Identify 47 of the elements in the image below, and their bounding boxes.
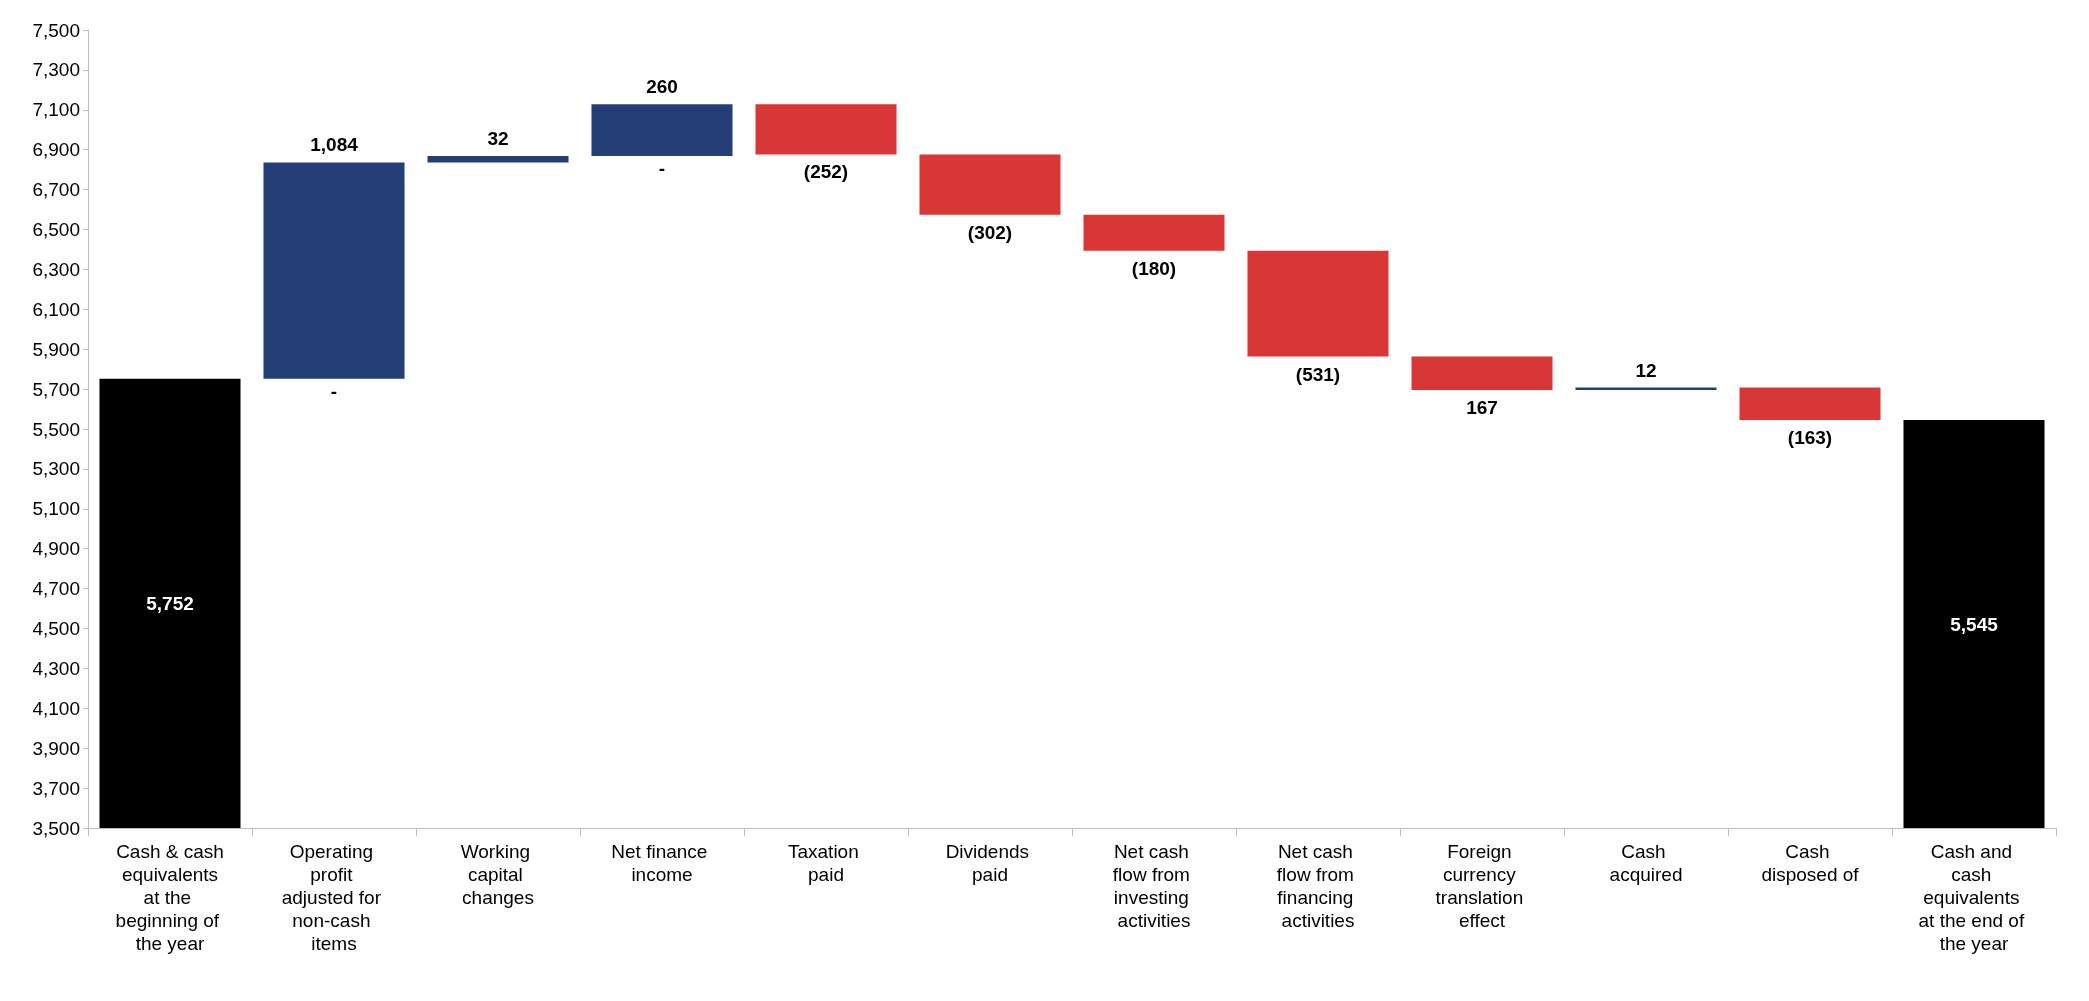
y-tick-label: 5,300 xyxy=(32,458,80,480)
x-tick-label: Operating profit adjusted for non-cash items xyxy=(281,841,387,954)
x-tick-label: Dividends paid xyxy=(945,841,1035,885)
y-tick-label: 6,700 xyxy=(32,179,80,201)
x-tick-label: Taxation paid xyxy=(787,841,865,885)
data-label: 5,752 xyxy=(146,592,194,614)
data-label: 1,084 xyxy=(310,134,359,156)
x-tick-label: Net finance income xyxy=(611,841,713,885)
data-label: 5,545 xyxy=(1950,613,1999,635)
data-label: 32 xyxy=(487,128,509,150)
annotation: - xyxy=(330,380,338,402)
y-tick-label: 3,500 xyxy=(32,817,80,839)
x-tick-label: Foreign currency translation effect xyxy=(1435,841,1529,931)
data-label: (252) xyxy=(803,161,849,183)
x-tick-label: Cash disposed of xyxy=(1761,841,1860,885)
x-tick-label: Cash and cash equivalents at the end of the year xyxy=(1918,841,2030,954)
data-label: 167 xyxy=(1466,396,1498,418)
y-tick-label: 3,900 xyxy=(32,737,80,759)
x-tick-label: Cash & cash equivalents at the beginning of the year xyxy=(115,841,225,954)
y-tick-label: 7,500 xyxy=(32,19,80,41)
x-tick-label: Cash acquired xyxy=(1609,841,1683,885)
y-tick-label: 5,100 xyxy=(32,498,80,520)
data-label: (180) xyxy=(1131,257,1177,279)
data-label: (163) xyxy=(1787,427,1833,449)
y-tick-label: 3,700 xyxy=(32,777,80,799)
x-tick-label: Net cash flow from investing activities xyxy=(1112,841,1196,931)
y-tick-label: 7,300 xyxy=(32,59,80,81)
y-tick-label: 5,900 xyxy=(32,338,80,360)
y-tick-label: 4,300 xyxy=(32,657,80,679)
y-tick-label: 4,100 xyxy=(32,697,80,719)
y-tick-label: 4,900 xyxy=(32,538,80,560)
y-tick-label: 5,700 xyxy=(32,378,80,400)
data-label: (531) xyxy=(1295,363,1341,385)
annotation: - xyxy=(658,158,666,180)
x-tick-label: Working capital changes xyxy=(460,841,536,908)
y-tick-label: 4,700 xyxy=(32,578,80,600)
x-tick-label: Net cash flow from financing activities xyxy=(1276,841,1360,931)
y-tick-label: 5,500 xyxy=(32,418,80,440)
data-label: 12 xyxy=(1635,359,1657,381)
y-tick-label: 6,500 xyxy=(32,219,80,240)
data-label: (302) xyxy=(967,221,1013,243)
y-tick-label: 4,500 xyxy=(32,618,80,639)
data-label: 260 xyxy=(646,76,678,98)
y-tick-label: 6,900 xyxy=(32,139,80,161)
y-tick-label: 6,100 xyxy=(32,298,80,320)
y-tick-label: 6,300 xyxy=(32,258,80,280)
y-tick-label: 7,100 xyxy=(32,99,80,121)
